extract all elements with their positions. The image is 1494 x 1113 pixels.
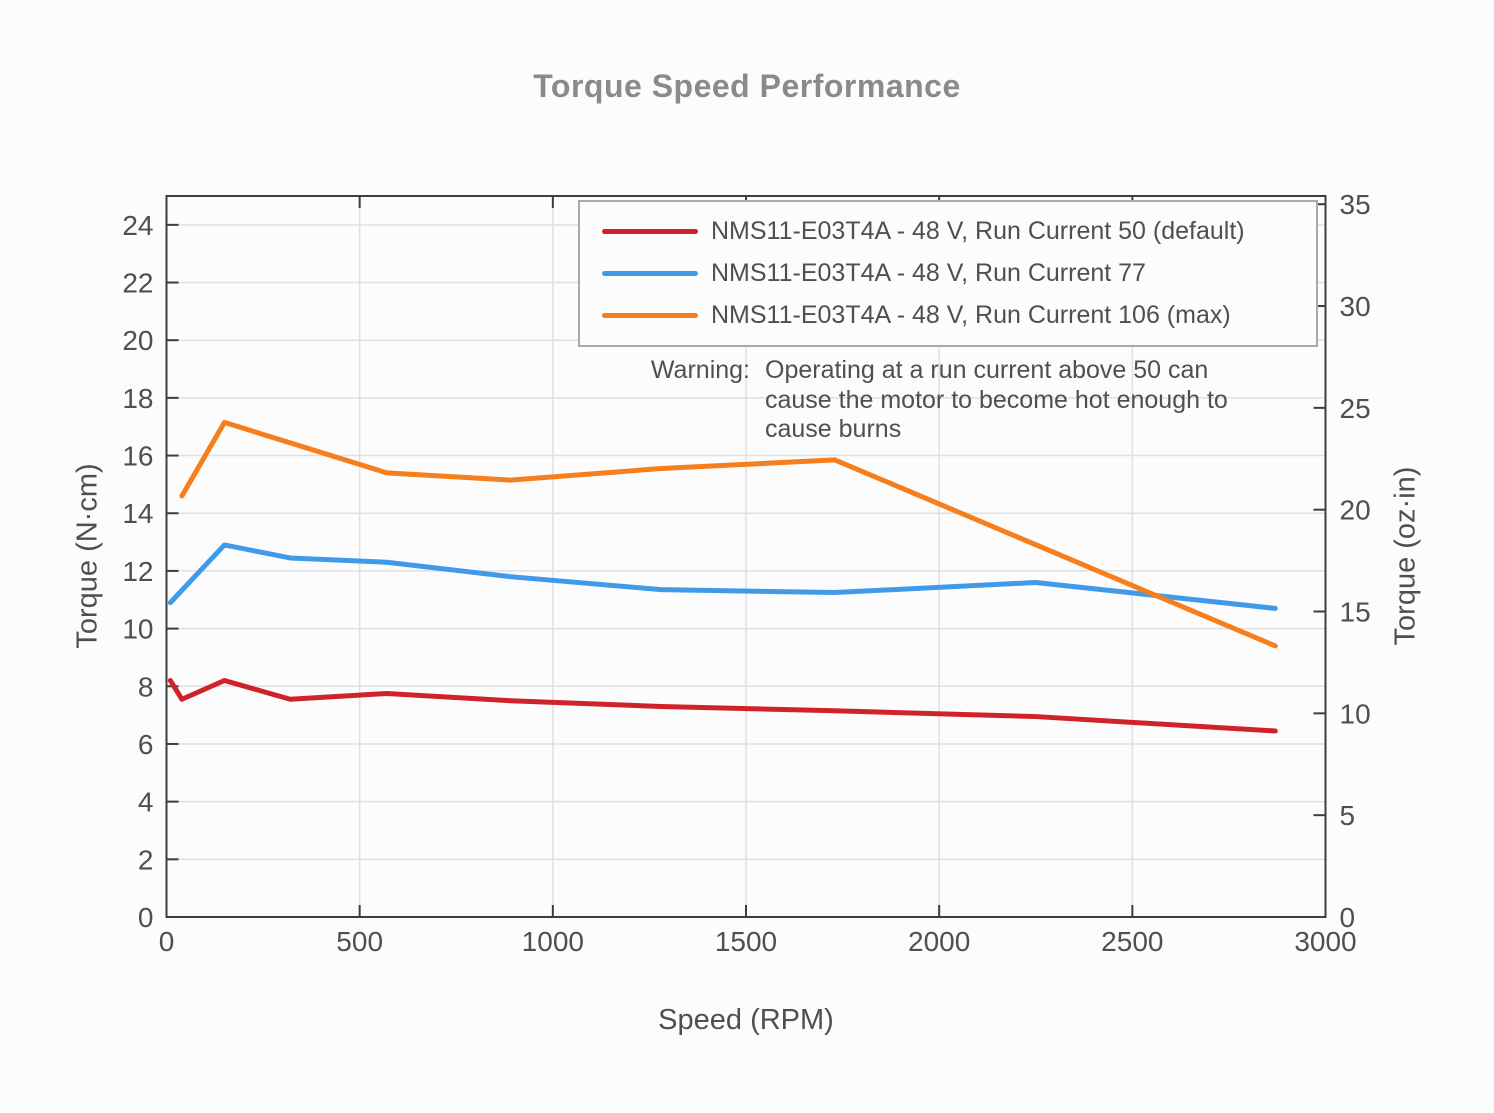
y-tick-label-right: 30 [1340,291,1371,322]
x-axis-label: Speed (RPM) [658,1004,834,1036]
x-tick-label: 1000 [522,926,584,957]
y-tick-label-left: 0 [138,902,154,933]
y-tick-label-left: 12 [122,556,153,587]
series-line-2 [179,419,1278,649]
y-tick-label-left: 14 [122,498,153,529]
series-line-0 [167,678,1278,734]
y-tick-label-right: 35 [1340,189,1371,220]
y-tick-label-left: 2 [138,844,154,875]
x-tick-label: 500 [336,926,383,957]
x-tick-label: 2000 [908,926,970,957]
legend-item-run-current-50: NMS11-E03T4A - 48 V, Run Current 50 (def… [602,217,1316,246]
y-tick-label-right: 0 [1340,902,1356,933]
y-tick-label-left: 20 [122,325,153,356]
x-tick-label: 0 [159,926,175,957]
y-tick-label-right: 25 [1340,393,1371,424]
y-tick-label-left: 8 [138,671,154,702]
legend-box: NMS11-E03T4A - 48 V, Run Current 50 (def… [578,200,1318,347]
legend-line-swatch-red [602,228,698,234]
legend-item-run-current-77: NMS11-E03T4A - 48 V, Run Current 77 [602,259,1316,288]
y-tick-label-left: 6 [138,729,154,760]
warning-label: Warning: [650,356,750,384]
y-tick-label-right: 20 [1340,495,1371,526]
left-y-axis-label: Torque (N·cm) [71,463,104,649]
y-tick-label-right: 15 [1340,597,1371,628]
series-line-1 [167,542,1278,611]
y-tick-label-left: 18 [122,383,153,414]
y-tick-label-right: 10 [1340,698,1371,729]
legend-line-swatch-blue [602,270,698,276]
y-tick-label-left: 4 [138,787,154,818]
legend-label: NMS11-E03T4A - 48 V, Run Current 50 (def… [711,216,1245,245]
x-tick-label: 1500 [715,926,777,957]
chart-title: Torque Speed Performance [533,68,961,104]
y-tick-label-left: 24 [122,210,153,241]
warning-text: Operating at a run current above 50 can … [765,356,1228,443]
y-tick-label-left: 22 [122,268,153,299]
legend-item-run-current-106: NMS11-E03T4A - 48 V, Run Current 106 (ma… [602,301,1316,330]
legend-label: NMS11-E03T4A - 48 V, Run Current 77 [711,258,1146,287]
y-tick-label-left: 16 [122,441,153,472]
right-y-axis-label: Torque (oz·in) [1389,466,1422,646]
legend-label: NMS11-E03T4A - 48 V, Run Current 106 (ma… [711,301,1231,330]
y-tick-label-right: 5 [1340,800,1356,831]
x-tick-label: 2500 [1101,926,1163,957]
y-tick-label-left: 10 [122,614,153,645]
x-tick-label: 3000 [1294,926,1356,957]
legend-line-swatch-orange [602,313,698,319]
